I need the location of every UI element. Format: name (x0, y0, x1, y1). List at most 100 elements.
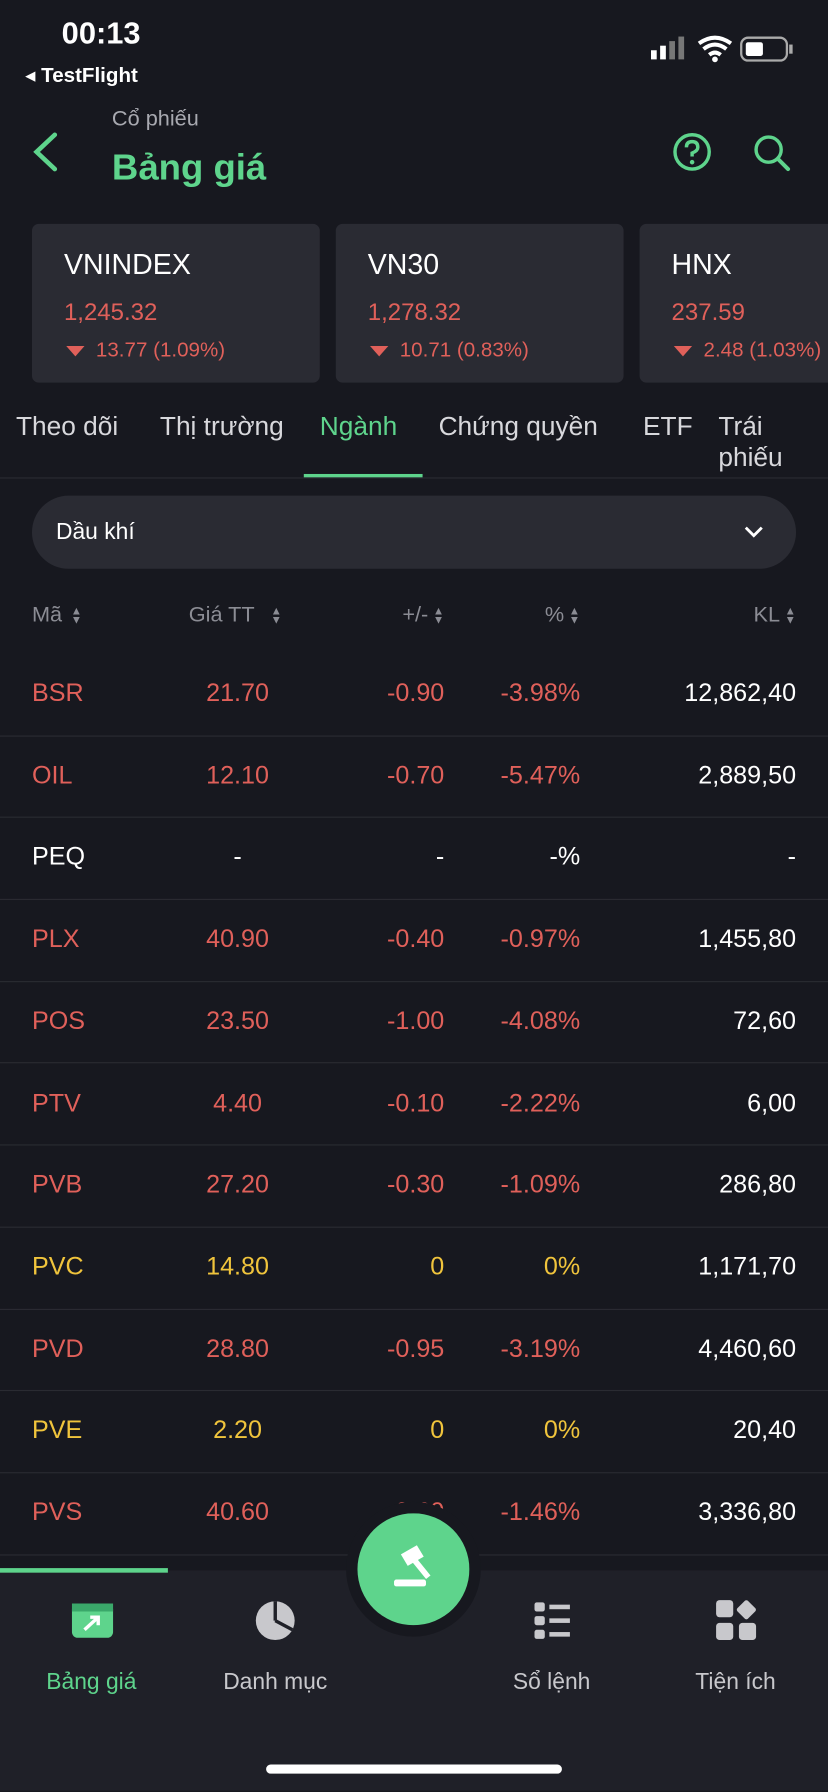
cell: 40.90 (206, 924, 270, 953)
column-header[interactable]: +/- (402, 603, 429, 628)
cell: 4.40 (213, 1087, 263, 1117)
cell: -0.10 (386, 1087, 445, 1117)
cell: 2.20 (213, 1415, 263, 1444)
table-row[interactable]: PVD 28.80 -0.95 -3.19% 4,460,60 (0, 1308, 828, 1392)
index-name: HNX (671, 248, 732, 281)
cell: PEQ (31, 842, 86, 871)
cell: -0.70 (386, 760, 445, 789)
cell: -1.46% (500, 1497, 581, 1526)
column-header[interactable]: Mã (31, 603, 63, 628)
cell: 72,60 (733, 1005, 797, 1035)
cell: 2,889,50 (698, 760, 797, 789)
cell: -3.19% (500, 1333, 581, 1363)
cell: - (435, 842, 445, 871)
sort-icon: ▲ ▼ (784, 605, 796, 628)
cell: -0.97% (500, 924, 581, 953)
index-name: VNINDEX (63, 248, 191, 281)
tab-underline (303, 473, 423, 478)
header-title: Bảng giá (111, 146, 267, 188)
back-button[interactable] (30, 130, 64, 173)
column-header[interactable]: KL (753, 603, 781, 628)
cell: 6,00 (747, 1087, 797, 1117)
sort-icon: ▲ ▼ (432, 605, 445, 628)
down-arrow (673, 346, 693, 357)
cell: 4,460,60 (698, 1333, 797, 1363)
table-row[interactable]: PVE 2.20 0 0% 20,40 (0, 1390, 828, 1474)
column-header[interactable]: Giá TT (188, 603, 255, 628)
sector-select[interactable]: Dầu khí (31, 495, 797, 569)
nav-item[interactable]: Tiện ích (695, 1669, 776, 1695)
nav-indicator (0, 1568, 168, 1573)
tab[interactable]: Chứng quyền (438, 411, 598, 441)
column-header[interactable]: % (544, 603, 565, 628)
cell: -0.95 (386, 1333, 445, 1363)
nav-icon-orders (534, 1602, 570, 1639)
index-value: 1,245.32 (63, 299, 158, 326)
cell: PVE (31, 1415, 83, 1444)
cell: 0 (430, 1251, 445, 1281)
search-button[interactable] (752, 132, 793, 173)
index-card[interactable]: VN30 1,278.32 10.71 (0.83%) (335, 223, 624, 383)
table-row[interactable]: PLX 40.90 -0.40 -0.97% 1,455,80 (0, 899, 828, 982)
nav-icon-portfolio (255, 1601, 295, 1641)
index-card[interactable]: VNINDEX 1,245.32 13.77 (1.09%) (31, 223, 320, 383)
table-row[interactable]: OIL 12.10 -0.70 -5.47% 2,889,50 (0, 735, 828, 819)
order-button[interactable] (357, 1513, 470, 1626)
cell: 0 (430, 1415, 445, 1444)
cell: -2.22% (500, 1087, 581, 1117)
cell: 14.80 (206, 1251, 270, 1281)
cell: -1.00 (386, 1005, 445, 1035)
index-value: 1,278.32 (367, 299, 462, 326)
cell: -4.08% (500, 1005, 581, 1035)
table-row[interactable]: POS 23.50 -1.00 -4.08% 72,60 (0, 981, 828, 1064)
table-row[interactable]: PTV 4.40 -0.10 -2.22% 6,00 (0, 1063, 828, 1146)
cell: 3,336,80 (698, 1497, 797, 1526)
cell: 40.60 (206, 1497, 270, 1526)
nav-item[interactable]: Bảng giá (46, 1669, 137, 1695)
cell: -5.47% (500, 760, 581, 789)
index-card[interactable]: HNX 237.59 2.48 (1.03%) (639, 223, 828, 383)
cell: PVB (31, 1169, 83, 1199)
cell: 28.80 (206, 1333, 270, 1363)
index-change: 10.71 (0.83%) (399, 338, 529, 361)
cell: 286,80 (719, 1169, 797, 1199)
cell: PVC (31, 1251, 84, 1281)
cell: 23.50 (206, 1005, 270, 1035)
cell: 12,862,40 (684, 678, 797, 707)
tab[interactable]: Trái phiếu (718, 411, 783, 472)
cell: 0% (543, 1251, 581, 1281)
cell: 21.70 (206, 678, 270, 707)
cell: POS (31, 1005, 86, 1035)
tab[interactable]: ETF (643, 411, 693, 441)
down-arrow (66, 346, 85, 357)
sector-label: Dầu khí (55, 519, 135, 545)
nav-item[interactable]: Danh mục (223, 1669, 328, 1695)
cell: -1.09% (500, 1169, 581, 1199)
status-icons (650, 35, 793, 63)
back-to-app[interactable]: ◂ TestFlight (25, 63, 138, 87)
tab-divider (0, 477, 828, 479)
sort-icon: ▲ ▼ (70, 605, 83, 628)
tab[interactable]: Theo dõi (15, 411, 119, 441)
cell: 0% (543, 1415, 581, 1444)
cell: 1,171,70 (698, 1251, 797, 1281)
table-row[interactable]: PVB 27.20 -0.30 -1.09% 286,80 (0, 1145, 828, 1228)
index-value: 237.59 (671, 299, 745, 326)
tab[interactable]: Thị trường (159, 411, 284, 441)
nav-icon-price (71, 1603, 114, 1638)
nav-icon-utilities (716, 1600, 757, 1641)
cell: 1,455,80 (698, 924, 797, 953)
cell: PVD (31, 1333, 84, 1363)
table-row[interactable]: PEQ - - -% - (0, 817, 828, 901)
status-time: 00:13 (61, 15, 141, 51)
help-button[interactable] (672, 131, 713, 172)
cell: -3.98% (500, 678, 581, 707)
table-row[interactable]: BSR 21.70 -0.90 -3.98% 12,862,40 (0, 653, 828, 737)
table-row[interactable]: PVC 14.80 0 0% 1,171,70 (0, 1226, 828, 1310)
cell: - (787, 842, 797, 871)
nav-item[interactable]: Sổ lệnh (512, 1669, 591, 1695)
header-subtitle: Cổ phiếu (111, 107, 199, 132)
cell: PTV (31, 1087, 81, 1117)
tab[interactable]: Ngành (319, 411, 398, 441)
cell: 27.20 (206, 1169, 270, 1199)
